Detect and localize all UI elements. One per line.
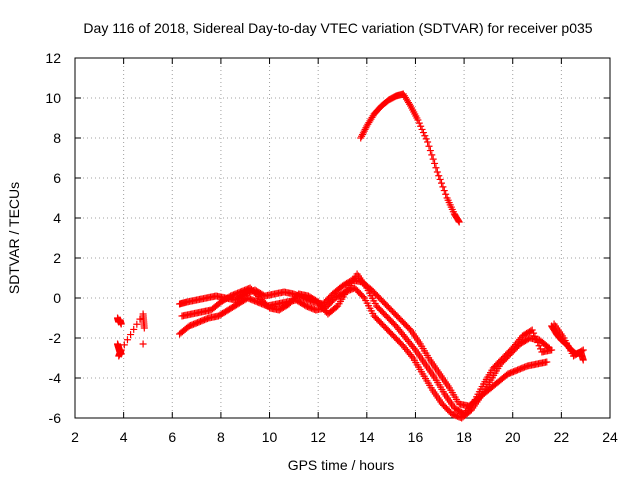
data-point bbox=[421, 132, 429, 140]
data-point bbox=[442, 190, 450, 198]
data-point bbox=[455, 217, 463, 225]
data-point bbox=[535, 342, 543, 350]
data-point bbox=[440, 187, 448, 195]
data-point bbox=[408, 352, 416, 360]
plot-frame bbox=[74, 57, 611, 419]
y-tick-label: 2 bbox=[53, 250, 61, 266]
data-point bbox=[123, 336, 131, 344]
data-point bbox=[579, 346, 587, 354]
y-tick-label: 0 bbox=[53, 290, 61, 306]
data-point bbox=[419, 129, 427, 137]
x-tick-label: 6 bbox=[168, 429, 176, 445]
x-tick-label: 8 bbox=[217, 429, 225, 445]
data-point bbox=[433, 168, 441, 176]
data-points bbox=[114, 90, 587, 422]
data-point bbox=[455, 218, 463, 226]
data-point bbox=[532, 335, 540, 343]
data-point bbox=[578, 347, 586, 355]
data-point bbox=[531, 332, 539, 340]
chart-title: Day 116 of 2018, Sidereal Day-to-day VTE… bbox=[83, 20, 592, 36]
y-tick-label: 12 bbox=[45, 50, 61, 66]
data-point bbox=[117, 346, 125, 354]
y-tick-label: 8 bbox=[53, 130, 61, 146]
data-point bbox=[424, 138, 432, 146]
data-point bbox=[140, 324, 148, 332]
data-point bbox=[429, 155, 437, 163]
data-point bbox=[439, 183, 447, 191]
y-tick-label: 10 bbox=[45, 90, 61, 106]
data-point bbox=[435, 172, 443, 180]
x-tick-label: 20 bbox=[505, 429, 521, 445]
data-point bbox=[431, 159, 439, 167]
data-point bbox=[417, 122, 425, 130]
data-point bbox=[422, 135, 430, 143]
x-tick-label: 22 bbox=[554, 429, 570, 445]
data-point bbox=[139, 340, 147, 348]
x-tick-label: 10 bbox=[262, 429, 278, 445]
data-point bbox=[432, 164, 440, 172]
data-point bbox=[410, 344, 418, 352]
x-tick-label: 4 bbox=[120, 429, 128, 445]
data-point bbox=[438, 179, 446, 187]
data-point bbox=[534, 339, 542, 347]
x-axis-title: GPS time / hours bbox=[288, 457, 395, 473]
y-tick-label: 6 bbox=[53, 170, 61, 186]
data-point bbox=[406, 100, 414, 108]
x-tick-label: 24 bbox=[602, 429, 618, 445]
data-point bbox=[528, 326, 536, 334]
data-point bbox=[133, 320, 141, 328]
x-tick-label: 14 bbox=[359, 429, 375, 445]
y-tick-label: -2 bbox=[49, 330, 62, 346]
data-point bbox=[359, 293, 367, 301]
data-point bbox=[136, 315, 144, 323]
y-tick-label: -6 bbox=[49, 410, 62, 426]
data-point bbox=[428, 151, 436, 159]
y-axis-title: SDTVAR / TECUs bbox=[6, 182, 22, 294]
x-tick-label: 16 bbox=[408, 429, 424, 445]
x-tick-label: 12 bbox=[310, 429, 326, 445]
data-point bbox=[414, 116, 422, 124]
data-point bbox=[120, 341, 128, 349]
data-point bbox=[425, 142, 433, 150]
data-point bbox=[415, 119, 423, 127]
y-axis: -6 -4 -2 0 2 4 6 8 10 12 bbox=[45, 50, 610, 426]
x-axis: 2 4 6 8 10 12 14 16 18 20 22 24 bbox=[71, 58, 618, 445]
data-point bbox=[127, 331, 135, 339]
data-point bbox=[426, 147, 434, 155]
data-point bbox=[130, 325, 138, 333]
data-point bbox=[418, 125, 426, 133]
data-point bbox=[579, 356, 587, 364]
data-point bbox=[468, 400, 476, 408]
x-tick-label: 18 bbox=[456, 429, 472, 445]
y-tick-label: 4 bbox=[53, 210, 61, 226]
data-point bbox=[543, 358, 551, 366]
data-point bbox=[548, 346, 556, 354]
x-tick-label: 2 bbox=[71, 429, 79, 445]
data-point bbox=[117, 320, 125, 328]
data-point bbox=[530, 329, 538, 337]
data-point bbox=[436, 175, 444, 183]
y-tick-label: -4 bbox=[49, 370, 62, 386]
